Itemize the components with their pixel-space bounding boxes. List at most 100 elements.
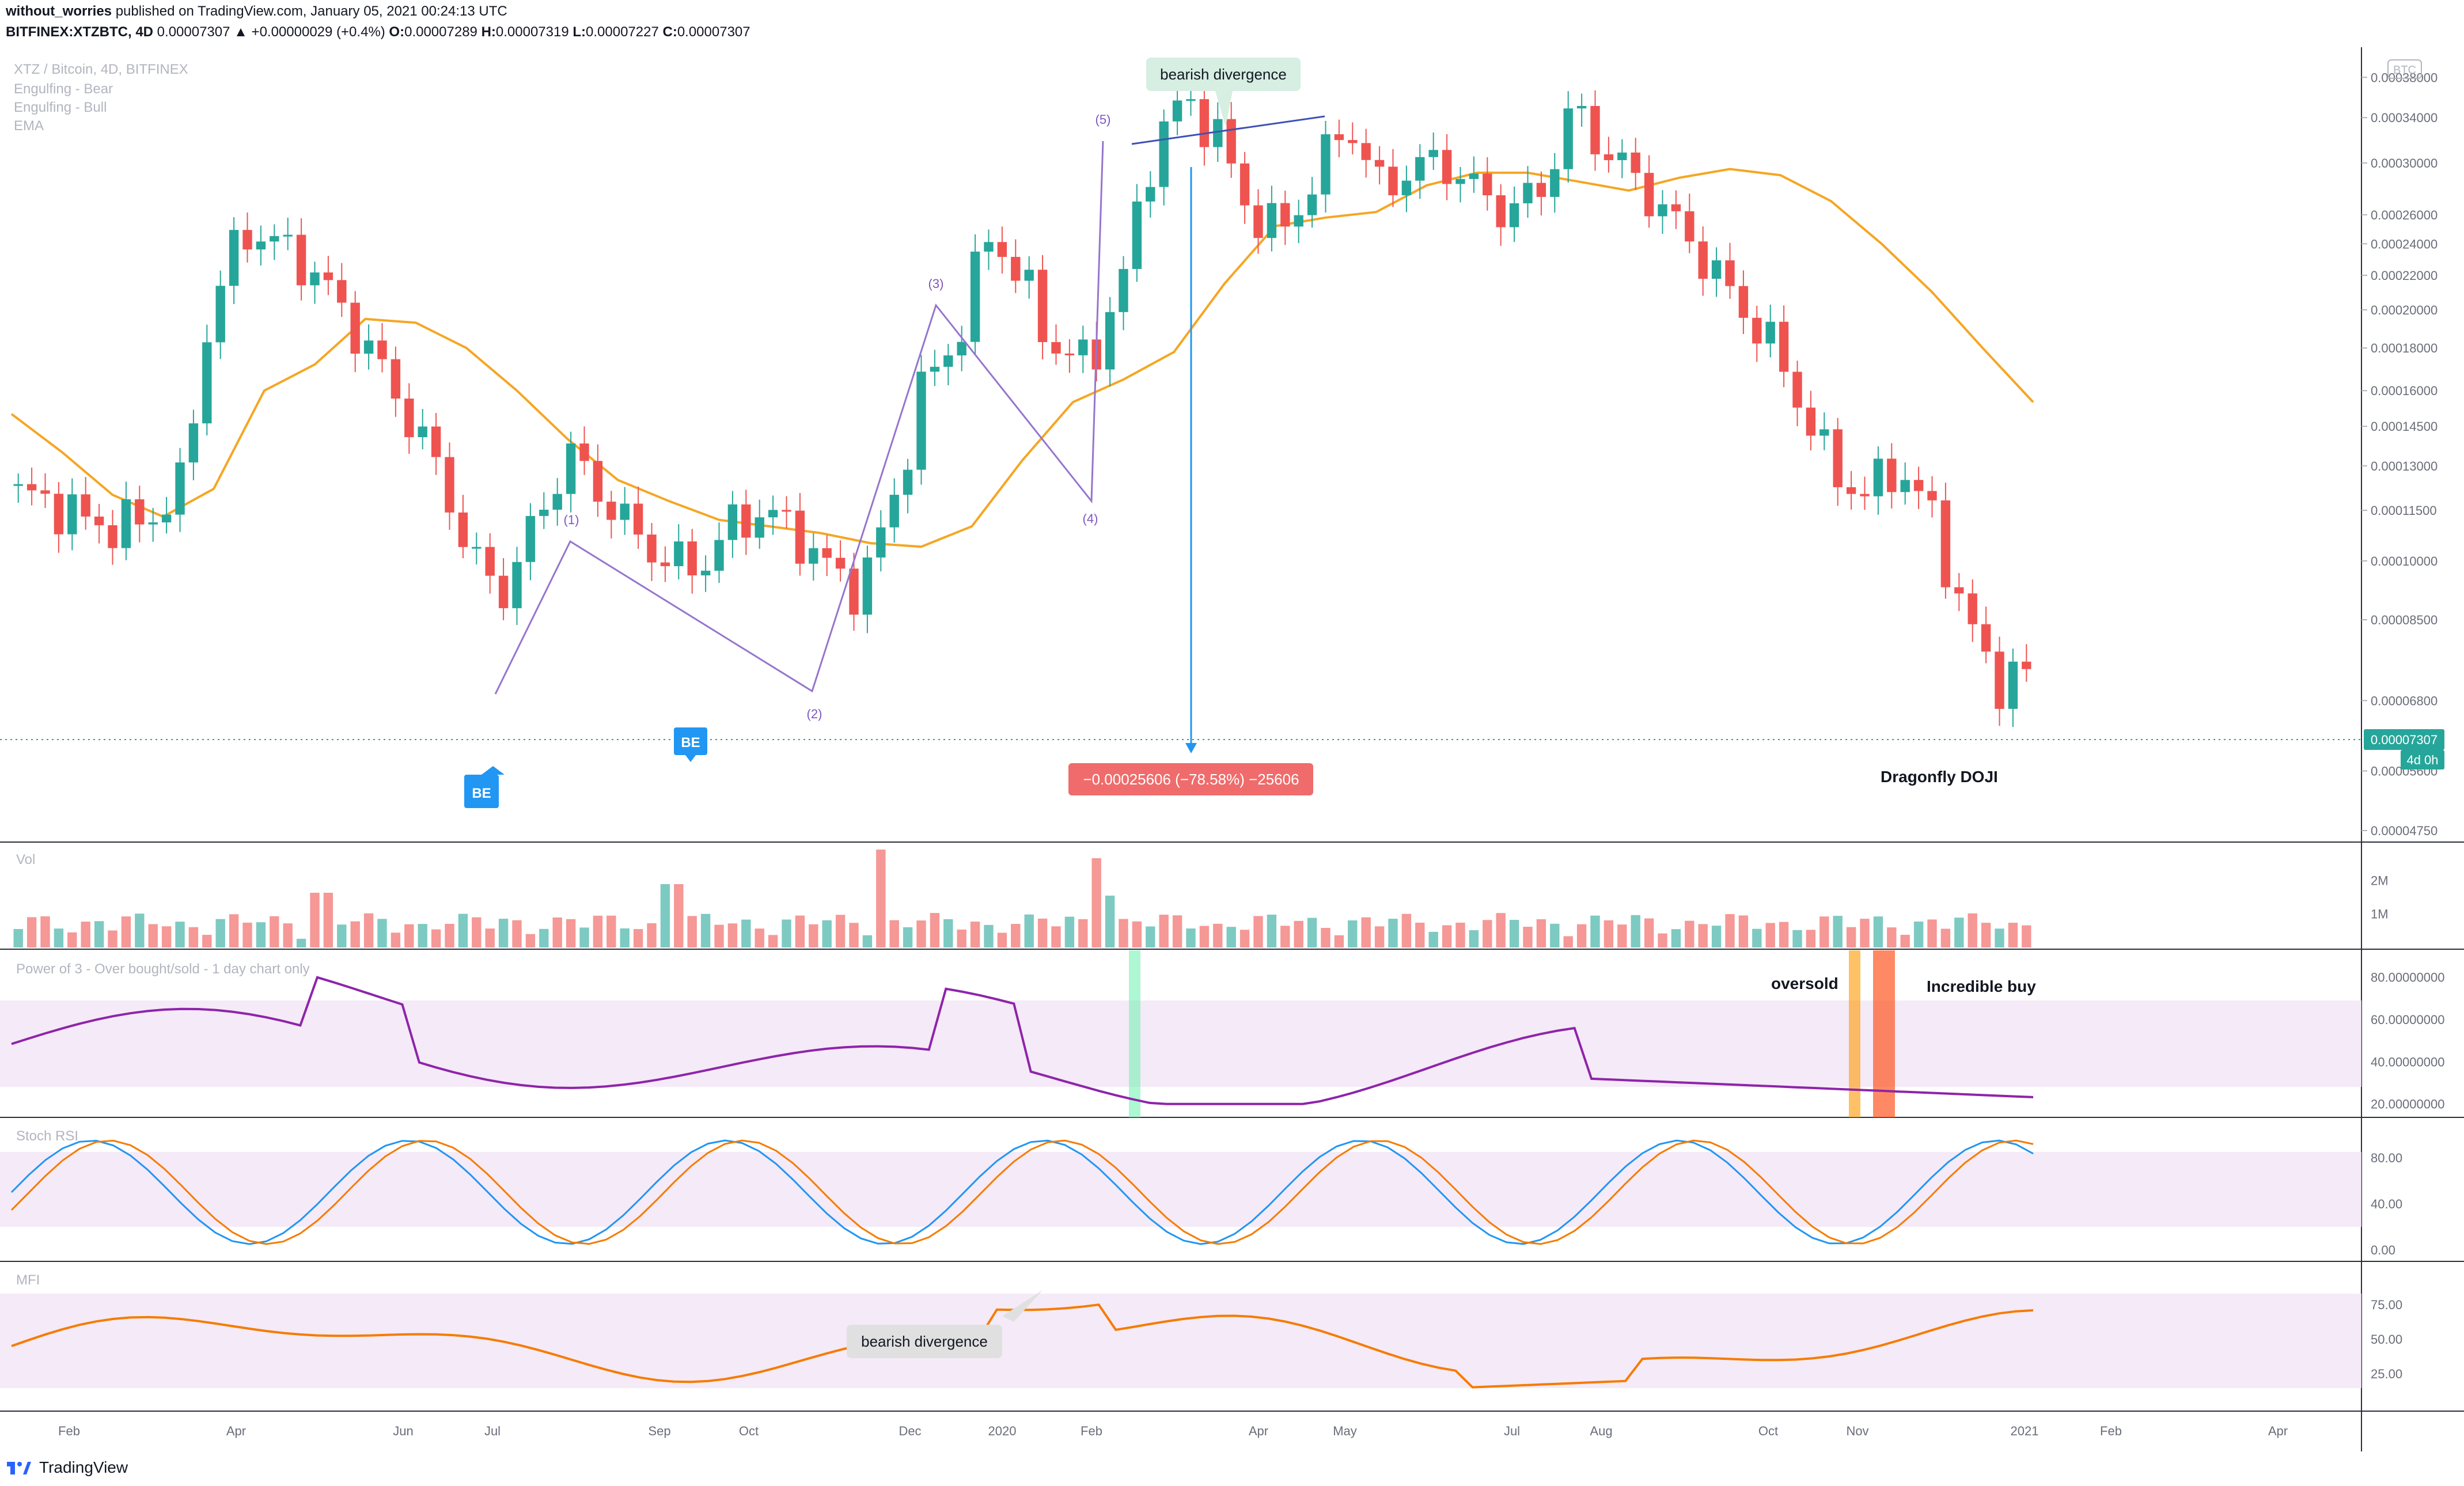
candle-body <box>1940 500 1951 587</box>
volume-bar <box>620 928 630 947</box>
open-value: 0.00007289 <box>404 24 477 40</box>
candle-body <box>188 423 199 463</box>
volume-bar <box>2008 923 2018 947</box>
power-of-3-line <box>11 976 2034 1105</box>
price-change: 0.00007307 ▲ +0.00000029 (+0.4%) <box>157 24 385 40</box>
volume-bar <box>310 893 320 947</box>
time-axis[interactable]: Feb Apr Jun Jul Sep Oct Dec 2020 Feb Apr May Jul Aug… <box>58 1424 2288 1438</box>
candle-body <box>700 570 711 575</box>
measure-arrow-head <box>1185 743 1197 753</box>
candle-body <box>1388 166 1398 195</box>
candle-body <box>418 426 427 437</box>
volume-bar <box>566 919 576 947</box>
volume-bar <box>1711 926 1722 947</box>
candle-body <box>809 548 818 564</box>
volume-bar <box>296 938 306 947</box>
candle-body <box>67 494 77 534</box>
indicator-tick-label: 40.00000000 <box>2371 1055 2444 1069</box>
volume-bar <box>876 850 886 947</box>
candle-body <box>1280 203 1290 227</box>
tradingview-brand[interactable]: TradingView <box>39 1458 128 1476</box>
volume-bar <box>1900 935 1910 947</box>
author[interactable]: without_worries <box>6 3 112 19</box>
candle-body <box>363 340 374 354</box>
candle-body <box>620 503 630 520</box>
volume-bar <box>1819 916 1829 947</box>
candle-body <box>1186 99 1196 101</box>
volume-bar <box>1738 915 1749 947</box>
candle-body <box>1779 321 1789 372</box>
indicator-tick-label: 80.00000000 <box>2371 971 2444 985</box>
candle-body <box>606 501 616 520</box>
volume-bar <box>1536 919 1546 947</box>
volume-bar <box>1348 920 1358 947</box>
candle-body <box>579 443 589 461</box>
be-marker-2[interactable]: BE <box>674 727 707 762</box>
candle-body <box>647 534 657 563</box>
volume-bar <box>404 924 414 947</box>
volume-bar <box>1833 916 1843 947</box>
volume-bar <box>1172 915 1182 947</box>
mfi-band <box>0 1294 2361 1388</box>
price-tick-label: 0.00034000 <box>2371 111 2438 125</box>
candle-body <box>1037 270 1048 342</box>
candle-body <box>202 342 212 424</box>
candle-body <box>1321 134 1330 195</box>
candle-body <box>1631 152 1640 173</box>
volume-bar <box>337 924 347 947</box>
price-tick-label: 0.00013000 <box>2371 459 2438 473</box>
volume-bar <box>1523 927 1533 947</box>
candle-body <box>1119 268 1128 312</box>
volume-bar <box>822 920 832 947</box>
candle-body <box>1873 458 1883 496</box>
volume-bar <box>188 927 199 947</box>
price-tick-label: 0.00022000 <box>2371 268 2438 283</box>
price-tick-label: 0.00010000 <box>2371 554 2438 568</box>
be-marker-1[interactable]: BE <box>464 766 505 808</box>
candle-body <box>175 462 185 515</box>
candle-body <box>768 510 778 518</box>
price-tick-label: 0.00008500 <box>2371 613 2438 627</box>
volume-bar <box>997 932 1007 947</box>
candle-body <box>26 484 37 491</box>
volume-bar <box>135 913 145 947</box>
wave-label-5: (5) <box>1095 112 1111 127</box>
candle-body <box>1307 194 1317 215</box>
volume-bar <box>1954 918 1964 947</box>
price-tick-label: 0.00014500 <box>2371 419 2438 434</box>
volume-bar <box>94 921 104 947</box>
indicator-tick-label: 0.00 <box>2371 1243 2395 1257</box>
candle-body <box>1590 106 1600 154</box>
candle-body <box>1253 205 1263 238</box>
volume-bar <box>1280 926 1290 947</box>
candle-body <box>1954 587 1964 594</box>
volume-bar <box>1226 927 1236 947</box>
candle-body <box>1671 204 1681 211</box>
volume-bar <box>1361 917 1371 947</box>
volume-bar <box>1765 923 1775 947</box>
volume-bar <box>1051 926 1061 947</box>
candle-body <box>350 302 360 354</box>
candle-body <box>1846 487 1856 494</box>
chart-canvas[interactable]: XTZ / Bitcoin, 4D, BITFINEX Engulfing - … <box>0 47 2464 1453</box>
be-marker-1-label: BE <box>472 786 491 801</box>
volume-bar <box>1576 924 1587 947</box>
wave-label-1: (1) <box>564 513 579 527</box>
volume-bar <box>1186 928 1196 947</box>
close-value: 0.00007307 <box>677 24 750 40</box>
time-tick-label: Jun <box>393 1424 413 1438</box>
volume-bar <box>1294 920 1303 947</box>
candle-body <box>660 562 670 566</box>
currency-badge[interactable]: BTC <box>2387 59 2422 79</box>
candle-body <box>135 499 145 525</box>
indicator-axes: 2M 1M 80.00000000 60.00000000 40.00000000 20.… <box>2371 873 2444 1381</box>
price-tick-label: 0.00006800 <box>2371 693 2438 708</box>
volume-bar <box>1159 915 1169 947</box>
volume-bar <box>687 916 697 947</box>
volume-bar <box>350 921 360 947</box>
price-axis[interactable]: 0.00038000 0.00034000 0.00030000 0.00026000… <box>2361 70 2438 838</box>
volume-bar <box>1119 919 1128 947</box>
volume-bar <box>26 917 37 947</box>
candle-body <box>1496 195 1506 228</box>
last-price-value: 0.00007307 <box>2371 733 2438 747</box>
